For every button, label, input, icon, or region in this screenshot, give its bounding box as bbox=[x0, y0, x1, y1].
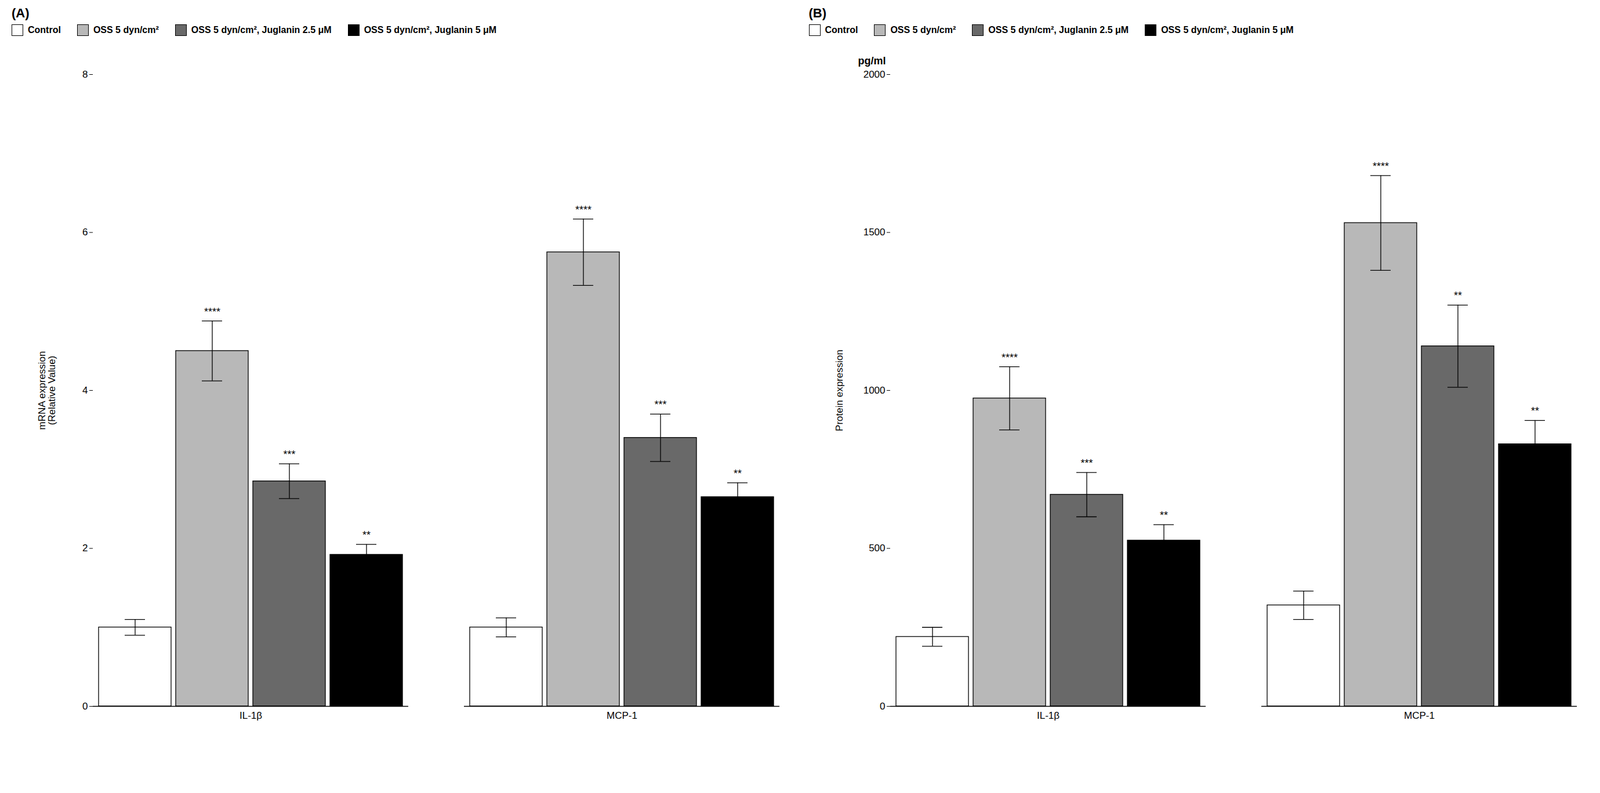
html-text:OSS 5 dyn/cm²: OSS 5 dyn/cm² bbox=[890, 24, 956, 35]
svg-text:8: 8 bbox=[82, 69, 88, 81]
svg-text:MCP-1: MCP-1 bbox=[1403, 710, 1435, 722]
svg-text:***: *** bbox=[1080, 457, 1093, 470]
html-text:Control: Control bbox=[27, 24, 61, 35]
svg-text:4: 4 bbox=[82, 385, 88, 397]
svg-text:**: ** bbox=[1530, 405, 1539, 417]
svg-text:***: *** bbox=[283, 448, 296, 461]
html-text:OSS 5 dyn/cm², Juglanin 2.5 μM: OSS 5 dyn/cm², Juglanin 2.5 μM bbox=[191, 24, 332, 35]
html-text:OSS 5 dyn/cm², Juglanin 5 μM: OSS 5 dyn/cm², Juglanin 5 μM bbox=[1161, 24, 1294, 35]
svg-text:MCP-1: MCP-1 bbox=[606, 710, 638, 722]
html-text:(B): (B) bbox=[808, 5, 827, 21]
html-text:OSS 5 dyn/cm²: OSS 5 dyn/cm² bbox=[93, 24, 159, 35]
svg-text:mRNA expression(Relative Value: mRNA expression(Relative Value) bbox=[36, 350, 58, 430]
html-text:OSS 5 dyn/cm², Juglanin 5 μM: OSS 5 dyn/cm², Juglanin 5 μM bbox=[363, 24, 497, 35]
svg-text:**: ** bbox=[733, 467, 742, 480]
svg-text:****: **** bbox=[575, 204, 592, 216]
html-text:Control: Control bbox=[824, 24, 858, 35]
html-text:(A): (A) bbox=[11, 5, 30, 21]
svg-text:IL-1β: IL-1β bbox=[239, 710, 263, 722]
svg-text:1000: 1000 bbox=[862, 385, 885, 397]
svg-text:****: **** bbox=[1372, 160, 1389, 173]
svg-text:**: ** bbox=[362, 529, 371, 542]
svg-text:IL-1β: IL-1β bbox=[1036, 710, 1059, 722]
svg-text:500: 500 bbox=[868, 542, 885, 554]
svg-text:****: **** bbox=[204, 306, 221, 318]
svg-text:****: **** bbox=[1000, 352, 1018, 364]
svg-text:0: 0 bbox=[879, 701, 885, 713]
svg-text:***: *** bbox=[654, 398, 667, 411]
svg-text:pg/ml: pg/ml bbox=[857, 55, 886, 67]
svg-text:1500: 1500 bbox=[862, 226, 885, 238]
svg-text:**: ** bbox=[1453, 289, 1462, 302]
svg-text:2000: 2000 bbox=[862, 69, 885, 81]
svg-text:Protein expression: Protein expression bbox=[833, 349, 845, 432]
svg-text:2: 2 bbox=[82, 542, 88, 554]
svg-text:6: 6 bbox=[82, 226, 88, 238]
svg-text:0: 0 bbox=[82, 701, 88, 713]
html-text:OSS 5 dyn/cm², Juglanin 2.5 μM: OSS 5 dyn/cm², Juglanin 2.5 μM bbox=[988, 24, 1129, 35]
svg-text:**: ** bbox=[1159, 509, 1168, 522]
